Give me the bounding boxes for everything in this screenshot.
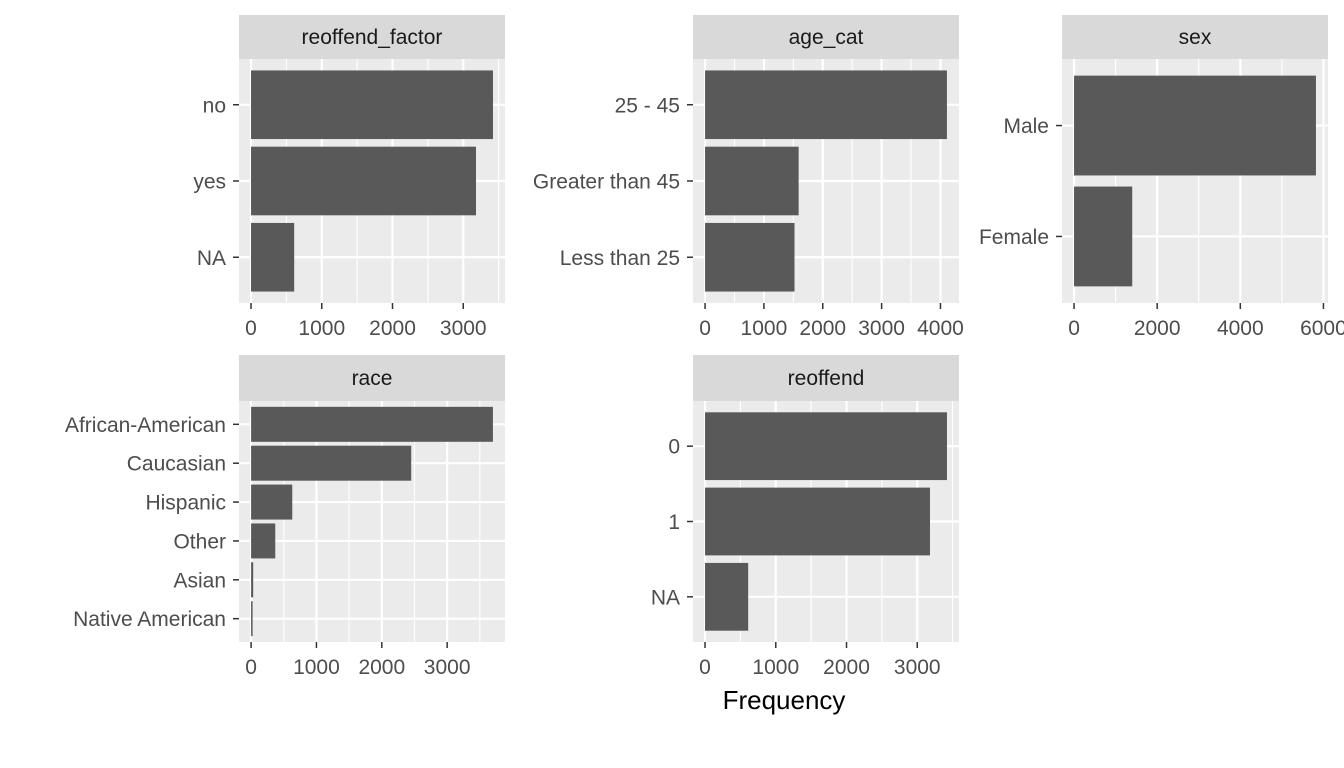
x-tick-label: 1000 bbox=[752, 656, 799, 679]
bar-reoffend-factor-yes bbox=[251, 146, 476, 216]
facet-reoffend: reoffend 0 1 NA 0 1000 2000 3000 bbox=[651, 355, 959, 679]
x-tick-label: 3000 bbox=[894, 656, 941, 679]
x-tick-label: 1000 bbox=[293, 656, 340, 679]
bar-sex-male bbox=[1074, 75, 1316, 176]
x-tick-label: 4000 bbox=[1217, 317, 1264, 340]
bar-age-cat-greater-than-45 bbox=[705, 146, 799, 216]
facet-strip-race bbox=[239, 355, 505, 401]
x-tick-label: 2000 bbox=[358, 656, 405, 679]
y-tick-label: Other bbox=[173, 530, 226, 553]
facet-strip-sex bbox=[1062, 15, 1328, 59]
bar-reoffend-0 bbox=[705, 412, 947, 481]
bar-race-native-american bbox=[251, 601, 253, 637]
facet-title-reoffend-factor: reoffend_factor bbox=[302, 26, 443, 49]
x-tick-label: 6000 bbox=[1300, 317, 1344, 340]
y-tick-label: NA bbox=[651, 586, 680, 609]
bar-race-other bbox=[251, 523, 276, 559]
facet-strip-age-cat bbox=[693, 15, 959, 59]
x-tick-label: 2000 bbox=[369, 317, 416, 340]
x-axis-title: Frequency bbox=[723, 685, 846, 715]
x-tick-label: 3000 bbox=[440, 317, 487, 340]
bar-race-hispanic bbox=[251, 484, 293, 520]
y-tick-label: 0 bbox=[668, 436, 680, 459]
y-tick-label: Male bbox=[1003, 115, 1049, 138]
y-tick-label: Asian bbox=[173, 569, 226, 592]
x-tick-label: 0 bbox=[699, 317, 711, 340]
y-tick-label: NA bbox=[197, 247, 226, 270]
bar-reoffend-factor-no bbox=[251, 70, 493, 140]
y-tick-label: Hispanic bbox=[145, 492, 226, 515]
bar-race-african-american bbox=[251, 406, 493, 442]
x-tick-label: 0 bbox=[1068, 317, 1080, 340]
y-tick-label: 1 bbox=[668, 511, 680, 534]
y-tick-label: African-American bbox=[65, 414, 226, 437]
bar-race-asian bbox=[251, 562, 254, 598]
y-tick-label: no bbox=[203, 94, 226, 117]
bar-reoffend-1 bbox=[705, 487, 930, 556]
facet-race: race African-American Caucasian Hispanic Oth… bbox=[65, 355, 505, 679]
facet-title-reoffend: reoffend bbox=[788, 367, 865, 390]
bar-reoffend-factor-na bbox=[251, 222, 295, 292]
x-tick-label: 4000 bbox=[917, 317, 964, 340]
y-tick-label: Greater than 45 bbox=[533, 171, 680, 194]
facet-title-age-cat: age_cat bbox=[789, 26, 864, 49]
x-tick-label: 1000 bbox=[741, 317, 788, 340]
facet-strip-reoffend-factor bbox=[239, 15, 505, 59]
bar-sex-female bbox=[1074, 186, 1133, 287]
x-tick-label: 1000 bbox=[298, 317, 345, 340]
y-tick-label: 25 - 45 bbox=[615, 94, 680, 117]
x-tick-label: 2000 bbox=[823, 656, 870, 679]
y-tick-label: Female bbox=[979, 226, 1049, 249]
x-tick-label: 0 bbox=[245, 656, 257, 679]
facet-age-cat: age_cat 25 - 45 Greater than 45 Less than 2… bbox=[533, 15, 964, 340]
y-tick-label: Native American bbox=[73, 608, 226, 631]
x-tick-label: 3000 bbox=[858, 317, 905, 340]
bar-age-cat-less-than-25 bbox=[705, 222, 795, 292]
x-tick-label: 3000 bbox=[424, 656, 471, 679]
bar-age-cat-25-45 bbox=[705, 70, 947, 140]
y-tick-label: Caucasian bbox=[127, 453, 226, 476]
facet-strip-reoffend bbox=[693, 355, 959, 401]
x-tick-label: 2000 bbox=[1134, 317, 1181, 340]
bar-race-caucasian bbox=[251, 445, 412, 481]
facet-title-sex: sex bbox=[1179, 26, 1212, 49]
y-tick-label: yes bbox=[193, 171, 226, 194]
y-tick-label: Less than 25 bbox=[560, 247, 680, 270]
facet-sex: sex Male Female 0 2000 4000 6000 bbox=[979, 15, 1344, 340]
bar-reoffend-na bbox=[705, 562, 749, 631]
x-tick-label: 2000 bbox=[799, 317, 846, 340]
x-tick-label: 0 bbox=[245, 317, 257, 340]
facet-title-race: race bbox=[352, 367, 393, 390]
x-tick-label: 0 bbox=[699, 656, 711, 679]
